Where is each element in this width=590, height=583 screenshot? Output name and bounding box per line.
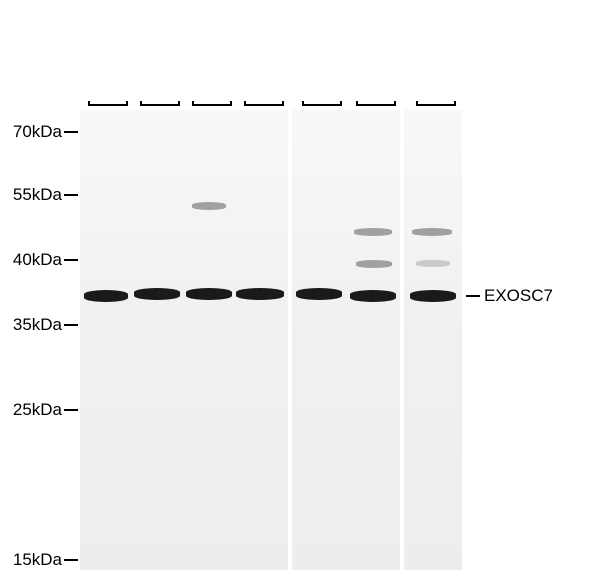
protein-name: EXOSC7 bbox=[484, 286, 553, 306]
mw-tick bbox=[64, 259, 78, 261]
band-main bbox=[350, 290, 396, 302]
lane-bracket bbox=[244, 94, 284, 106]
mw-tick bbox=[64, 131, 78, 133]
lane-bracket bbox=[302, 94, 342, 106]
mw-label: 40kDa bbox=[13, 250, 62, 270]
mw-label: 15kDa bbox=[13, 550, 62, 570]
mw-label: 35kDa bbox=[13, 315, 62, 335]
mw-tick bbox=[64, 194, 78, 196]
mw-tick bbox=[64, 409, 78, 411]
mw-15: 15kDa bbox=[13, 550, 78, 570]
mw-label: 70kDa bbox=[13, 122, 62, 142]
mw-label: 55kDa bbox=[13, 185, 62, 205]
mw-label: 25kDa bbox=[13, 400, 62, 420]
band-faint bbox=[354, 228, 392, 236]
blot-panel-1 bbox=[292, 110, 400, 570]
band-main bbox=[410, 290, 456, 302]
band-main bbox=[186, 288, 232, 300]
blot-panel-0 bbox=[80, 110, 288, 570]
mw-70: 70kDa bbox=[13, 122, 78, 142]
mw-35: 35kDa bbox=[13, 315, 78, 335]
band-vfaint bbox=[416, 260, 450, 267]
band-main bbox=[84, 290, 128, 302]
lane-bracket bbox=[88, 94, 128, 106]
band-faint bbox=[356, 260, 392, 268]
protein-tick bbox=[466, 295, 480, 297]
band-faint bbox=[412, 228, 452, 236]
lane-bracket bbox=[416, 94, 456, 106]
band-main bbox=[236, 288, 284, 300]
band-main bbox=[296, 288, 342, 300]
lane-bracket bbox=[356, 94, 396, 106]
mw-tick bbox=[64, 324, 78, 326]
band-faint bbox=[192, 202, 226, 210]
mw-55: 55kDa bbox=[13, 185, 78, 205]
mw-40: 40kDa bbox=[13, 250, 78, 270]
band-main bbox=[134, 288, 180, 300]
lane-bracket bbox=[140, 94, 180, 106]
mw-25: 25kDa bbox=[13, 400, 78, 420]
lane-bracket bbox=[192, 94, 232, 106]
mw-tick bbox=[64, 559, 78, 561]
protein-label: EXOSC7 bbox=[466, 286, 553, 306]
western-blot-figure: 70kDa 55kDa 40kDa 35kDa 25kDa 15kDa U-87… bbox=[0, 0, 590, 583]
blot-panels bbox=[80, 110, 462, 570]
blot-panel-2 bbox=[404, 110, 462, 570]
